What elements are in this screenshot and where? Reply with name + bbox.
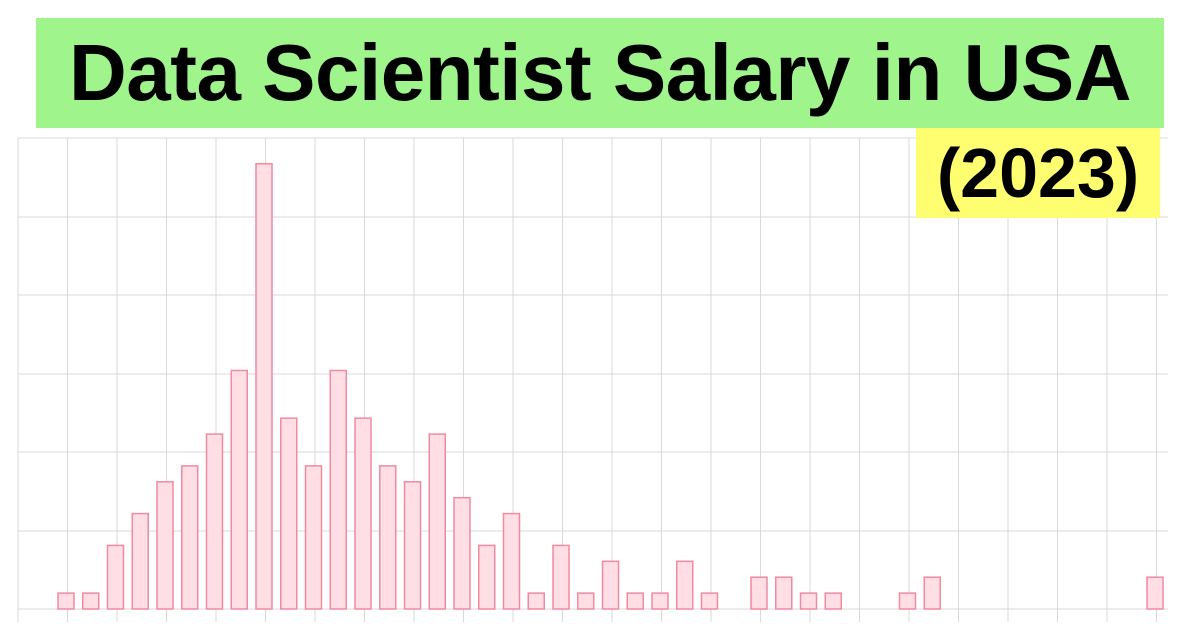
bar-4: [131, 512, 149, 610]
bar-13: [354, 417, 372, 610]
bar-21: [552, 544, 570, 610]
bar-3: [106, 544, 125, 610]
bar-23: [601, 560, 620, 610]
bar-2: [82, 592, 100, 610]
bar-31: [799, 592, 818, 610]
bar-22: [577, 592, 595, 610]
bar-45: [1146, 576, 1164, 610]
bar-32: [824, 592, 842, 610]
bar-14: [379, 465, 397, 610]
bar-16: [428, 433, 446, 610]
bar-35: [898, 592, 917, 610]
bars: [57, 163, 1164, 610]
bar-18: [478, 544, 496, 610]
bar-11: [304, 465, 323, 610]
bar-10: [280, 417, 298, 610]
bar-9: [255, 163, 273, 610]
chart-subtitle: (2023): [936, 134, 1140, 212]
bar-6: [181, 465, 199, 610]
bar-30: [775, 576, 793, 610]
subtitle-banner: (2023): [916, 128, 1160, 218]
title-banner: Data Scientist Salary in USA: [36, 18, 1164, 128]
bar-8: [230, 369, 248, 610]
bar-29: [750, 576, 768, 610]
bar-24: [626, 592, 644, 610]
bar-1: [57, 592, 75, 610]
subtitle-background: [916, 128, 1160, 218]
title-background: [36, 18, 1164, 128]
bar-36: [923, 576, 941, 610]
bar-26: [676, 560, 694, 610]
bar-15: [403, 481, 422, 610]
bar-27: [700, 592, 719, 610]
bar-12: [329, 369, 347, 610]
bar-5: [156, 481, 174, 610]
bar-17: [453, 496, 471, 610]
bar-19: [502, 512, 521, 610]
chart-title: Data Scientist Salary in USA: [69, 28, 1131, 117]
bar-25: [651, 592, 669, 610]
bar-20: [527, 592, 545, 610]
bar-7: [205, 433, 224, 610]
